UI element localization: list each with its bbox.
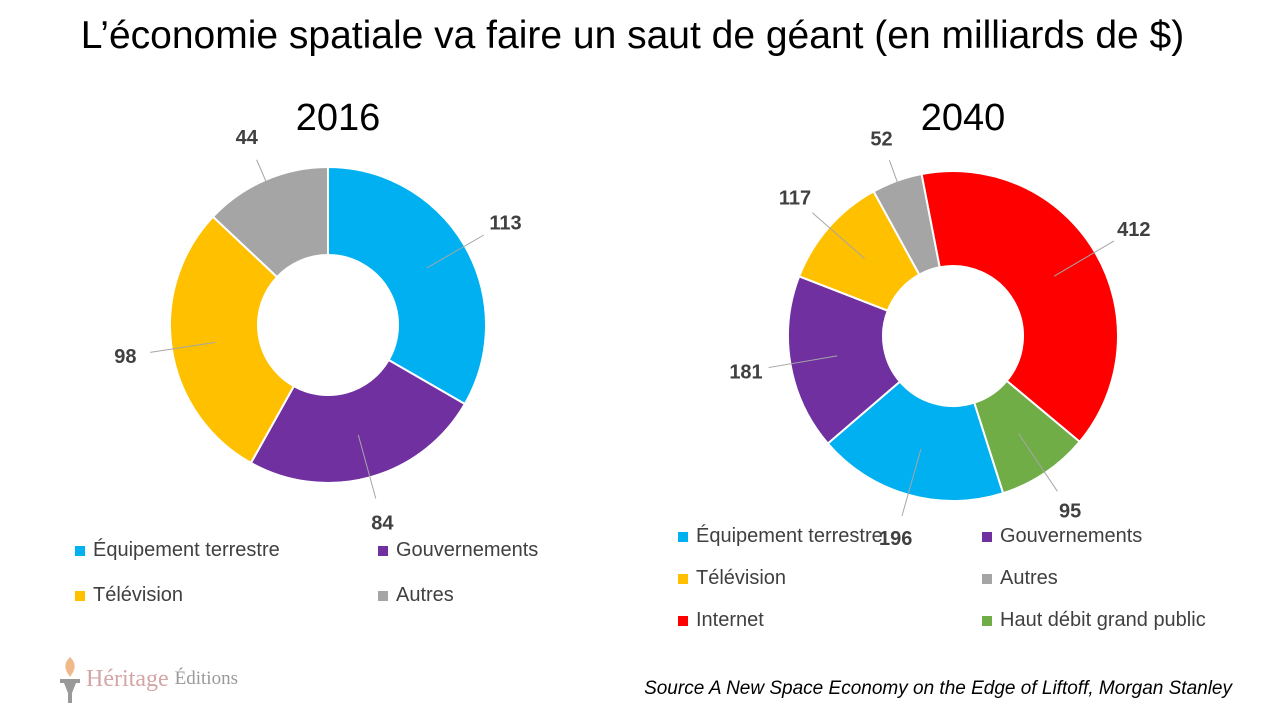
leader-line [768,355,838,369]
legend-label: Équipement terrestre [93,539,280,561]
leader-line [1053,240,1115,277]
legend-label: Autres [396,584,454,606]
legend-item: Gouvernements [378,539,538,562]
legend-label: Autres [1000,567,1058,589]
data-label: 117 [779,188,811,210]
legend-item: Télévision [75,584,183,607]
slice-Gouvernements [249,358,467,484]
slice-Télévision [169,215,296,465]
data-label: 52 [870,129,892,151]
leader-line [888,159,914,226]
legend-label: Télévision [93,584,184,606]
legend-swatch [378,590,388,601]
legend-swatch [982,531,992,542]
chart-title: 2016 [296,97,381,139]
slice-Équipement terrestre [826,380,1005,502]
slice-Gouvernements [787,274,902,445]
legend-swatch [75,545,85,556]
legend-label: Gouvernements [396,539,539,561]
data-label: 84 [371,513,394,535]
data-label: 44 [236,127,259,149]
data-label: 98 [114,346,136,368]
legend-swatch [678,573,688,584]
legend-item: Autres [982,567,1058,590]
data-label: 412 [1117,219,1150,241]
leader-line [256,159,284,221]
legend-swatch [982,573,992,584]
chart-title: 2040 [921,97,1006,139]
logo-text-editions: Éditions [174,668,238,689]
logo-text-heritage: Héritage [86,665,169,692]
slice-Internet [920,170,1119,444]
legend-item: Autres [378,584,454,607]
data-label: 181 [729,361,762,383]
legend-item: Gouvernements [982,525,1142,548]
legend-item: Équipement terrestre [678,525,883,548]
legend-label: Haut débit grand public [1000,609,1206,631]
source-note: Source A New Space Economy on the Edge o… [644,678,1232,699]
legend-swatch [982,615,992,626]
legend-swatch [678,615,688,626]
leader-line [1018,433,1058,492]
legend-swatch [75,590,85,601]
data-label: 95 [1059,500,1081,522]
legend-item: Télévision [678,567,786,590]
data-label: 113 [489,213,521,235]
legend-item: Haut débit grand public [982,609,1206,632]
slice-Autres [211,165,329,279]
leader-line [357,434,377,499]
leader-line [150,341,216,353]
leader-line [426,234,485,269]
legend-swatch [678,531,688,542]
leader-line [901,448,922,517]
torch-icon [60,657,80,703]
legend-swatch [378,545,388,556]
legend-item: Internet [678,609,764,632]
legend-label: Équipement terrestre [696,525,883,547]
leader-line [812,212,865,259]
slide-title: L’économie spatiale va faire un saut de … [80,14,1185,57]
slice-Autres [872,172,941,277]
legend-label: Internet [696,609,764,631]
legend-item: Équipement terrestre [75,539,280,562]
legend-label: Télévision [696,567,787,589]
slice-Équipement terrestre [327,165,487,406]
logo: Héritage Éditions [58,655,238,703]
data-label: 196 [879,528,912,550]
legend-label: Gouvernements [1000,525,1143,547]
